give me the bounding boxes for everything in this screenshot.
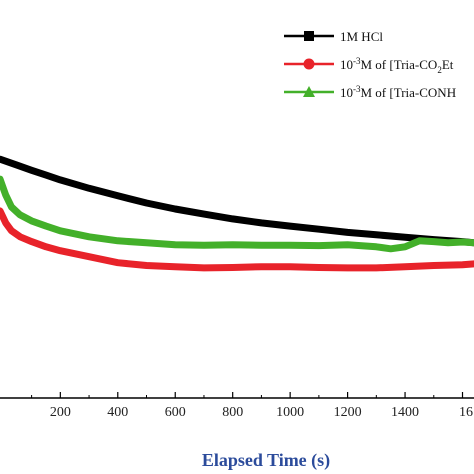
legend-marker-square (304, 31, 314, 41)
series-line-3 (0, 175, 474, 253)
series-line-2 (0, 207, 474, 272)
x-tick-label: 200 (50, 405, 71, 420)
x-tick-label: 1200 (334, 405, 362, 420)
plot-area (0, 155, 474, 272)
x-axis-ticks: 200 400 600 800 1000 1200 1400 (31, 392, 464, 420)
x-axis-title: Elapsed Time (s) (202, 450, 330, 471)
legend: 1M HCl 10-3M of [Tria-CO2Et 10-3M of [Tria… (284, 29, 456, 100)
legend-label-2: 10-3M of [Tria-CO2Et (340, 56, 454, 75)
x-tick-label: 1400 (391, 405, 419, 420)
x-tick-label-partial: 16 (459, 405, 473, 420)
x-tick-label: 400 (107, 405, 128, 420)
series-line-1 (0, 155, 474, 247)
legend-label-3: 10-3M of [Tria-CONH (340, 84, 456, 100)
x-tick-label: 800 (222, 405, 243, 420)
legend-marker-circle (303, 58, 315, 70)
legend-marker-triangle (303, 86, 315, 97)
x-tick-label: 1000 (276, 405, 304, 420)
legend-label-1: 1M HCl (340, 29, 383, 44)
x-tick-label: 600 (165, 405, 186, 420)
